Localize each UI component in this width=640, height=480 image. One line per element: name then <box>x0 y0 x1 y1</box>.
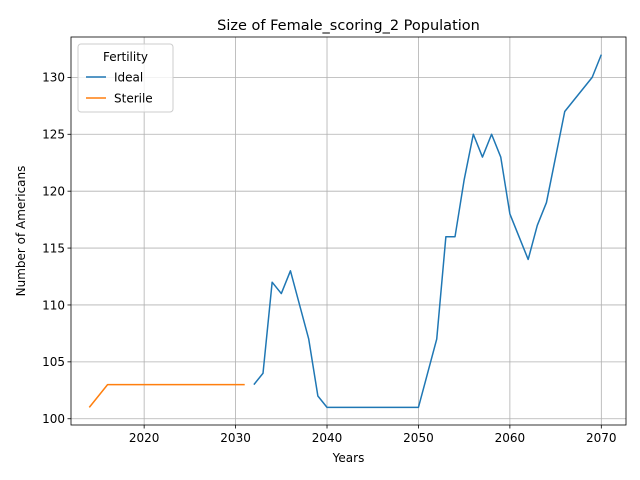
legend-entries: Ideal Sterile <box>86 70 153 105</box>
y-tick-label: 110 <box>42 298 65 312</box>
y-tick-label: 130 <box>42 71 65 85</box>
x-tick-label: 2020 <box>129 431 160 445</box>
x-tick-label: 2050 <box>403 431 434 445</box>
grid-lines <box>71 37 626 425</box>
x-tick-label: 2030 <box>220 431 251 445</box>
y-tick-label: 125 <box>42 128 65 142</box>
plot-frame <box>70 36 627 426</box>
x-tick-label: 2040 <box>312 431 343 445</box>
series-line-ideal <box>253 54 603 409</box>
legend-label-ideal: Ideal <box>114 70 143 84</box>
y-axis-title: Number of Americans <box>14 166 28 297</box>
x-axis-title: Years <box>332 451 365 465</box>
y-tick-label: 100 <box>42 412 65 426</box>
chart-title: Size of Female_scoring_2 Population <box>217 18 480 34</box>
legend-title: Fertility <box>103 50 148 64</box>
axis-ticks: 2020 2030 2040 2050 2060 2070 100 105 110 115 120 1… <box>42 71 616 445</box>
series-line-sterile <box>88 383 245 408</box>
y-tick-label: 105 <box>42 355 65 369</box>
legend-box <box>77 43 174 113</box>
y-tick-label: 115 <box>42 241 65 255</box>
x-tick-label: 2060 <box>495 431 526 445</box>
series-lines <box>88 54 603 409</box>
legend: Fertility Ideal Sterile <box>77 43 174 113</box>
x-tick-label: 2070 <box>586 431 617 445</box>
legend-label-sterile: Sterile <box>114 91 153 105</box>
y-tick-label: 120 <box>42 184 65 198</box>
